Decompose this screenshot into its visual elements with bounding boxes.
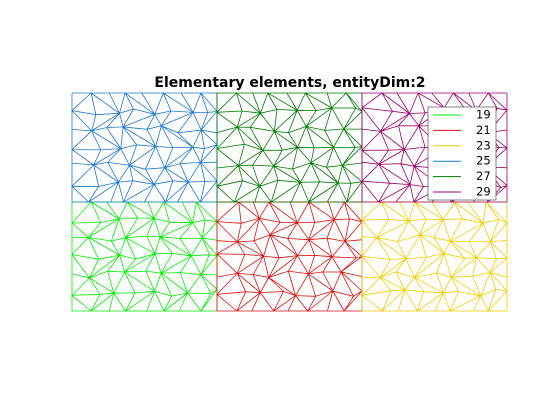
legend-label: 27 — [476, 169, 491, 183]
legend-label: 23 — [476, 138, 491, 152]
legend-box — [427, 106, 497, 201]
mesh — [71, 92, 218, 203]
mesh — [216, 92, 363, 203]
meshes — [71, 92, 508, 312]
legend-label: 25 — [476, 154, 491, 168]
legend-label: 19 — [476, 108, 491, 122]
chart-title: Elementary elements, entityDim:2 — [154, 75, 425, 91]
legend-label: 21 — [476, 123, 491, 137]
legend-label: 29 — [476, 185, 491, 199]
